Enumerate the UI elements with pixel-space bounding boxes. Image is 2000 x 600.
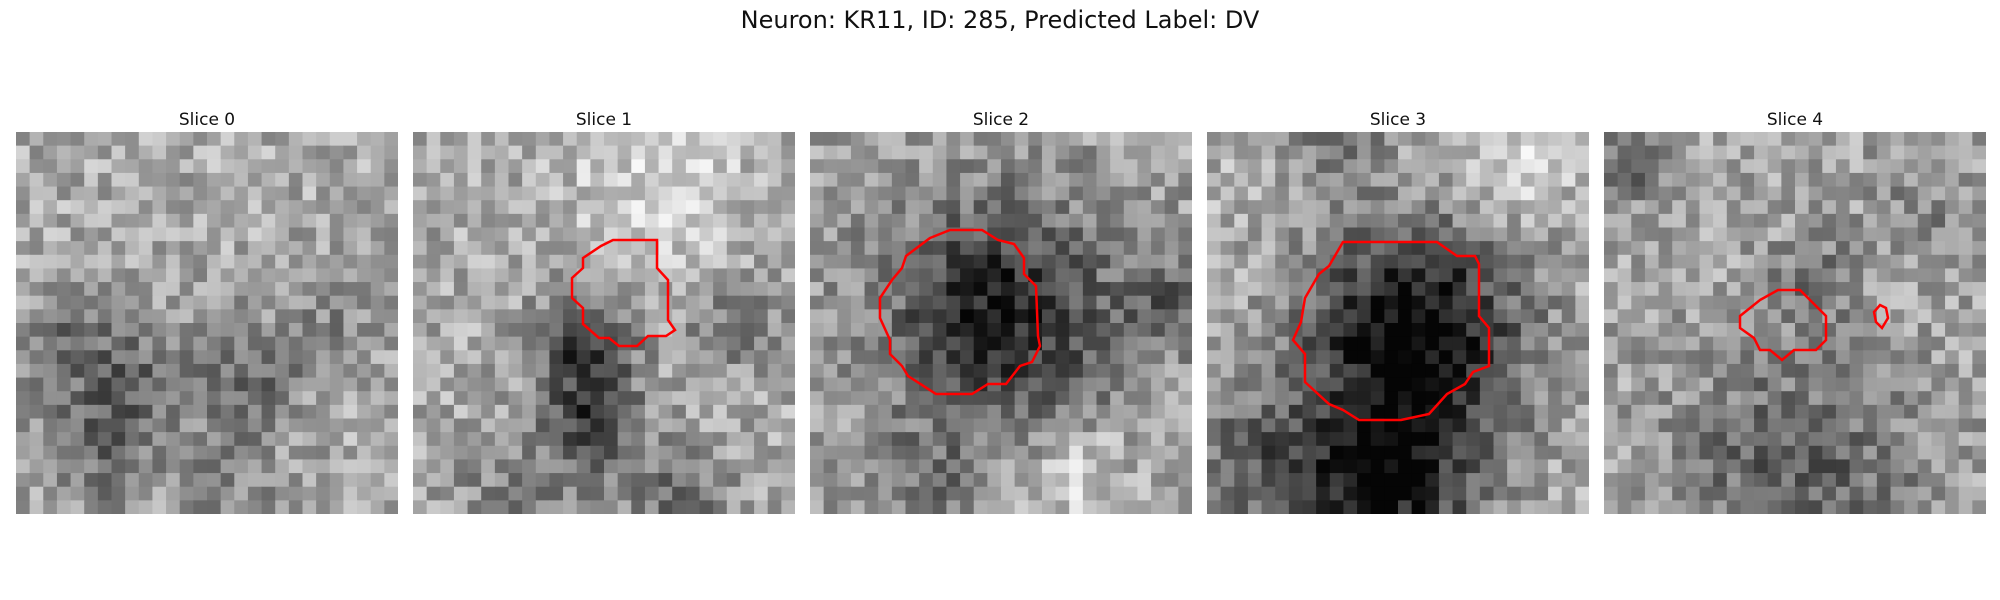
- slice-image-1: [413, 132, 795, 514]
- slice-panel-4: Slice 4: [1604, 108, 1986, 514]
- slice-image-3: [1207, 132, 1589, 514]
- slice-panel-3: Slice 3: [1207, 108, 1589, 514]
- slice-panel-1: Slice 1: [413, 108, 795, 514]
- slice-panel-0: Slice 0: [16, 108, 398, 514]
- slice-title-4: Slice 4: [1766, 110, 1824, 130]
- slice-image-4: [1604, 132, 1986, 514]
- slice-panel-2: Slice 2: [810, 108, 1192, 514]
- slice-title-1: Slice 1: [575, 110, 633, 130]
- slice-title-2: Slice 2: [972, 110, 1030, 130]
- slice-title-0: Slice 0: [178, 110, 236, 130]
- slice-image-2: [810, 132, 1192, 514]
- segmentation-contour: [1738, 288, 1828, 362]
- slice-title-3: Slice 3: [1369, 110, 1427, 130]
- segmentation-contour: [570, 238, 677, 348]
- segmentation-contour-small: [1872, 303, 1890, 331]
- segmentation-contour: [1291, 240, 1491, 422]
- figure-title: Neuron: KR11, ID: 285, Predicted Label: …: [740, 6, 1260, 34]
- segmentation-contour: [878, 228, 1042, 396]
- slice-image-0: [16, 132, 398, 514]
